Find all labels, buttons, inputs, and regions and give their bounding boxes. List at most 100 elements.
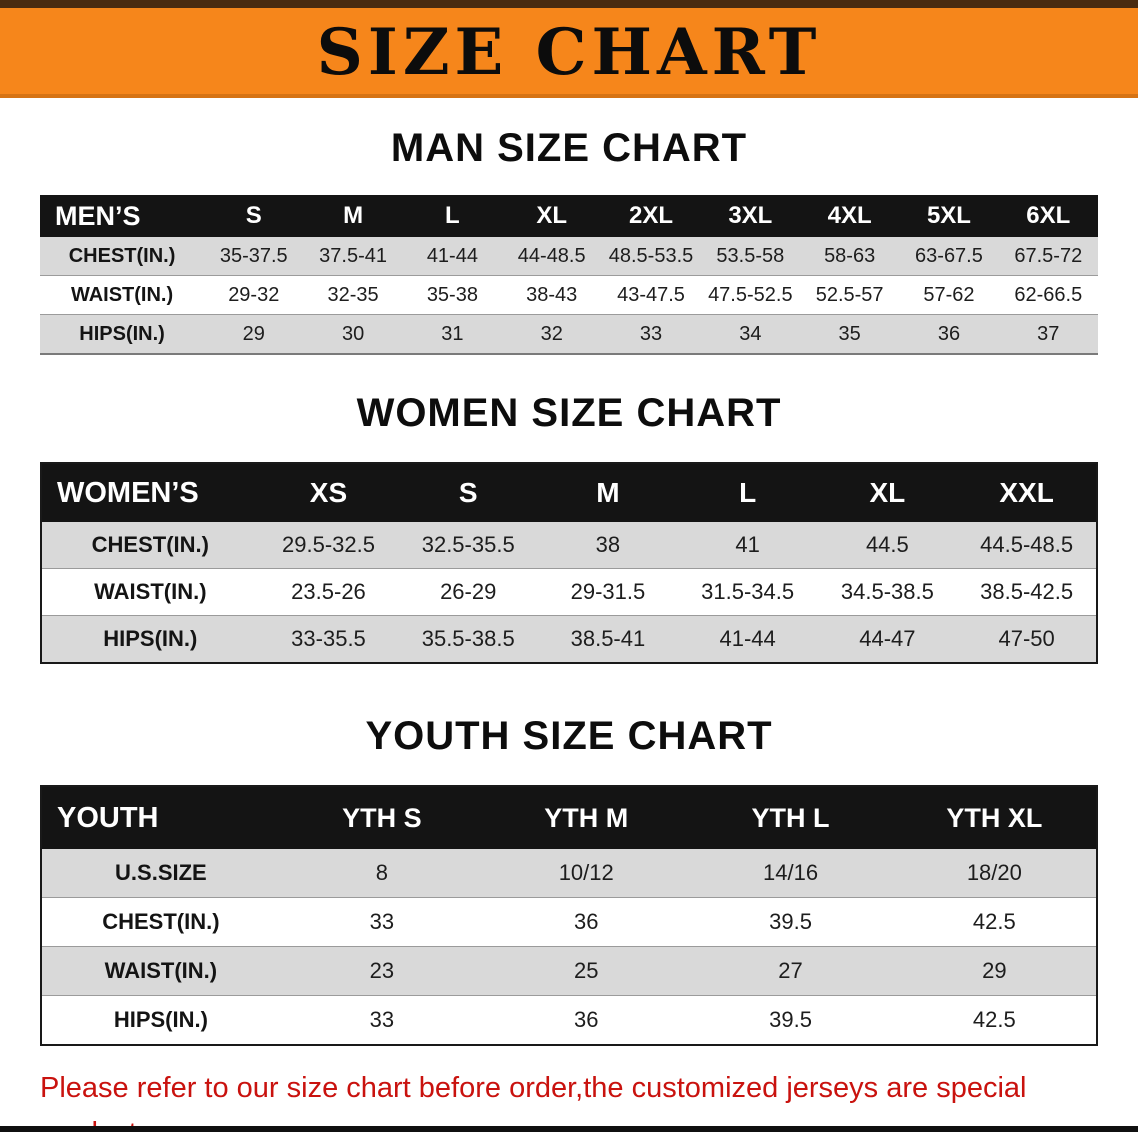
size-column-header: YTH L bbox=[688, 786, 893, 849]
size-column-header: YTH M bbox=[484, 786, 689, 849]
measure-cell: 33-35.5 bbox=[291, 626, 366, 651]
note-line-1: Please refer to our size chart before or… bbox=[40, 1072, 1027, 1132]
size-column-header: 4XL bbox=[799, 195, 900, 237]
row-label: WAIST(IN.) bbox=[94, 579, 207, 604]
youth-heading: YOUTH SIZE CHART bbox=[365, 714, 773, 758]
measure-cell: 33 bbox=[369, 909, 395, 934]
measure-cell: 35.5-38.5 bbox=[421, 626, 515, 651]
measure-cell: 53.5-58 bbox=[716, 244, 785, 267]
measure-cell: 44.5 bbox=[865, 532, 909, 557]
measure-cell: 36 bbox=[573, 1007, 599, 1032]
banner: SIZE CHART bbox=[0, 8, 1138, 98]
measure-cell: 37 bbox=[1037, 322, 1060, 345]
size-header-row: MEN’S S M L XL 2XL 3XL 4XL 5XL 6XL bbox=[40, 195, 1098, 237]
size-header-row: WOMEN’S XS S M L XL XXL bbox=[41, 463, 1097, 522]
measure-cell: 35-37.5 bbox=[219, 244, 288, 267]
men-section: MAN SIZE CHART MEN’S S M L XL 2XL 3XL 4XL 5XL 6XL… bbox=[0, 126, 1138, 355]
women-section: WOMEN SIZE CHART WOMEN’S XS S M L XL XXL CHEST(… bbox=[0, 391, 1138, 664]
measure-cell: 29-31.5 bbox=[570, 579, 646, 604]
measure-cell: 23.5-26 bbox=[291, 579, 366, 604]
size-column-header: XL bbox=[502, 195, 602, 237]
size-column-header: XS bbox=[258, 463, 399, 522]
measure-cell: 42.5 bbox=[972, 909, 1016, 934]
measure-cell: 58-63 bbox=[824, 244, 876, 267]
measure-cell: 47-50 bbox=[998, 626, 1055, 651]
table-corner-label: YOUTH bbox=[41, 786, 280, 849]
youth-size-table: YOUTH YTH S YTH M YTH L YTH XL U.S.SIZE 8 10/12… bbox=[40, 785, 1098, 1046]
measure-cell: 36 bbox=[573, 909, 599, 934]
measure-cell: 41-44 bbox=[719, 626, 776, 651]
youth-section: YOUTH SIZE CHART YOUTH YTH S YTH M YTH L YTH… bbox=[0, 714, 1138, 1046]
measure-cell: 38.5-42.5 bbox=[980, 579, 1074, 604]
measure-cell: 57-62 bbox=[923, 283, 975, 306]
measure-row: CHEST(IN.) 35-37.5 37.5-41 41-44 44-48.5 48.5… bbox=[40, 237, 1098, 276]
measure-cell: 29 bbox=[242, 322, 265, 345]
measure-cell: 10/12 bbox=[558, 860, 614, 885]
measure-cell: 34.5-38.5 bbox=[840, 579, 934, 604]
measure-cell: 44-48.5 bbox=[517, 244, 586, 267]
measure-cell: 62-66.5 bbox=[1014, 283, 1083, 306]
row-label: CHEST(IN.) bbox=[68, 244, 176, 267]
measure-cell: 67.5-72 bbox=[1014, 244, 1083, 267]
measure-cell: 41 bbox=[735, 532, 760, 557]
measure-cell: 26-29 bbox=[440, 579, 497, 604]
measure-cell: 30 bbox=[341, 322, 365, 345]
size-column-header: S bbox=[398, 463, 539, 522]
measure-cell: 34 bbox=[739, 322, 762, 345]
size-column-header: 3XL bbox=[700, 195, 800, 237]
men-size-table: MEN’S S M L XL 2XL 3XL 4XL 5XL 6XL CHEST(IN.) 35-37… bbox=[40, 195, 1098, 355]
measure-cell: 35-38 bbox=[426, 283, 478, 306]
table-corner-label: WOMEN’S bbox=[41, 463, 259, 522]
measure-cell: 33 bbox=[639, 322, 663, 345]
size-column-header: 6XL bbox=[998, 195, 1098, 237]
table-corner-label: MEN’S bbox=[40, 195, 205, 237]
size-column-header: M bbox=[538, 463, 678, 522]
row-label: HIPS(IN.) bbox=[79, 322, 165, 345]
youth-table-grid: YOUTH YTH S YTH M YTH L YTH XL U.S.SIZE 8 10/12… bbox=[40, 785, 1098, 1046]
row-label: HIPS(IN.) bbox=[113, 1007, 208, 1032]
measure-cell: 48.5-53.5 bbox=[608, 244, 694, 267]
measure-cell: 25 bbox=[573, 958, 599, 983]
measure-cell: 38-43 bbox=[526, 283, 578, 306]
measure-cell: 36 bbox=[937, 322, 961, 345]
measure-cell: 39.5 bbox=[769, 909, 812, 934]
size-column-header: L bbox=[402, 195, 503, 237]
measure-cell: 31 bbox=[441, 322, 464, 345]
measure-cell: 29 bbox=[982, 958, 1007, 983]
measure-cell: 39.5 bbox=[769, 1007, 812, 1032]
measure-row: HIPS(IN.) 33-35.5 35.5-38.5 38.5-41 41-44 44-… bbox=[41, 615, 1097, 663]
size-column-header: XL bbox=[817, 463, 958, 522]
measure-cell: 27 bbox=[778, 958, 803, 983]
measure-cell: 8 bbox=[375, 860, 389, 885]
size-column-header: XXL bbox=[957, 463, 1097, 522]
measure-cell: 35 bbox=[838, 322, 861, 345]
size-header-row: YOUTH YTH S YTH M YTH L YTH XL bbox=[41, 786, 1097, 849]
women-heading: WOMEN SIZE CHART bbox=[356, 391, 782, 435]
banner-title: SIZE CHART bbox=[316, 15, 822, 90]
size-column-header: S bbox=[204, 195, 304, 237]
measure-cell: 44-47 bbox=[859, 626, 916, 651]
row-label: HIPS(IN.) bbox=[103, 626, 198, 651]
row-label: CHEST(IN.) bbox=[102, 909, 220, 934]
men-heading: MAN SIZE CHART bbox=[390, 126, 748, 170]
measure-row: CHEST(IN.) 33 36 39.5 42.5 bbox=[41, 897, 1097, 947]
measure-row: WAIST(IN.) 23 25 27 29 bbox=[41, 946, 1097, 996]
size-column-header: L bbox=[677, 463, 818, 522]
measure-row: WAIST(IN.) 29-32 32-35 35-38 38-43 43-47.5 47.… bbox=[40, 275, 1098, 315]
men-table-grid: MEN’S S M L XL 2XL 3XL 4XL 5XL 6XL CHEST(IN.) 35-37… bbox=[40, 195, 1098, 355]
measure-cell: 38 bbox=[595, 532, 621, 557]
measure-cell: 43-47.5 bbox=[617, 283, 685, 306]
measure-cell: 44.5-48.5 bbox=[980, 532, 1074, 557]
order-note: Please refer to our size chart before or… bbox=[40, 1066, 1098, 1132]
top-border bbox=[0, 0, 1138, 8]
row-label: CHEST(IN.) bbox=[91, 532, 209, 557]
measure-cell: 41-44 bbox=[426, 244, 478, 267]
size-column-header: 5XL bbox=[899, 195, 999, 237]
measure-cell: 32-35 bbox=[327, 283, 379, 306]
measure-row: U.S.SIZE 8 10/12 14/16 18/20 bbox=[41, 849, 1097, 898]
row-label: WAIST(IN.) bbox=[70, 283, 174, 306]
measure-cell: 42.5 bbox=[972, 1007, 1016, 1032]
measure-cell: 14/16 bbox=[763, 860, 819, 885]
measure-cell: 38.5-41 bbox=[570, 626, 646, 651]
